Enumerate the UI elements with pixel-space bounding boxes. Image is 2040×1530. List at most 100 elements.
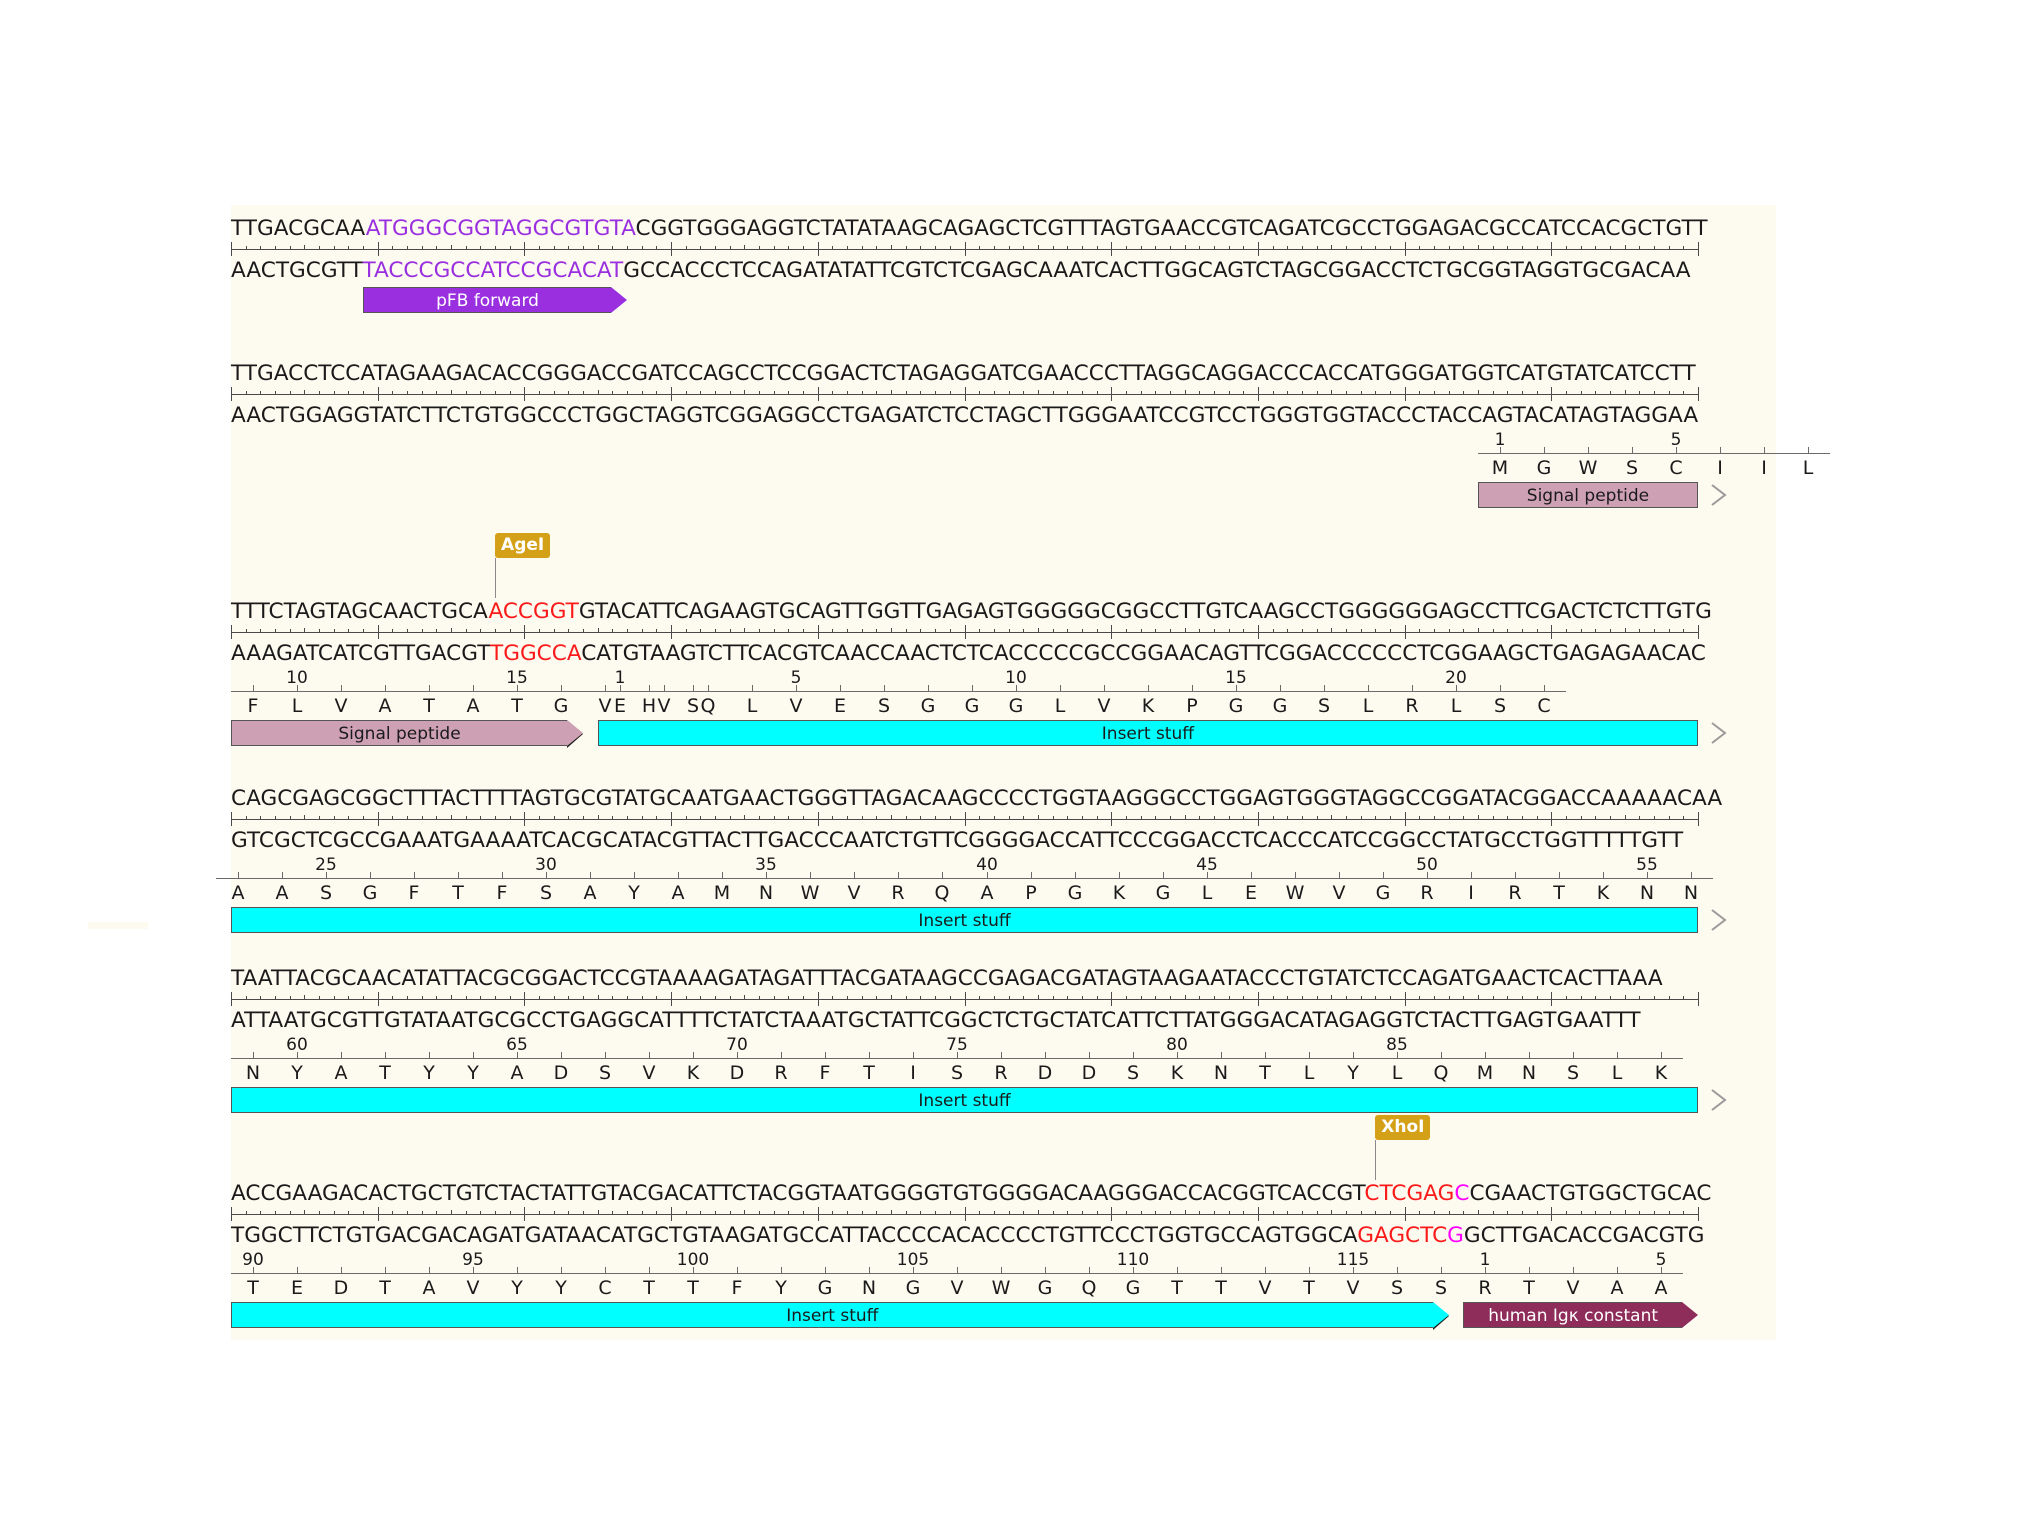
ruler-tick-minor <box>1067 1211 1069 1215</box>
aa-ruler-tick <box>238 872 239 878</box>
ruler-tick <box>304 245 306 250</box>
ruler-tick-minor <box>920 996 922 1000</box>
ruler-tick-minor <box>1521 391 1523 395</box>
bottom-strand-sequence[interactable]: GTCGCTCGCCGAAATGAAAATCACGCATACGTTACTTGAC… <box>231 827 1683 854</box>
feature-insert-stuff[interactable]: Insert stuff <box>597 720 1698 746</box>
ruler-tick-minor <box>1316 1211 1318 1215</box>
ruler-tick-minor <box>319 629 321 633</box>
ruler-tick-minor <box>465 391 467 395</box>
feature-insert-stuff[interactable]: Insert stuff <box>231 1302 1449 1330</box>
ruler-tick-minor <box>905 996 907 1000</box>
ruler-tick <box>524 992 526 1006</box>
ruler-tick-minor <box>363 246 365 250</box>
feature-signal-peptide[interactable]: Signal peptide <box>1477 482 1698 508</box>
top-strand-sequence[interactable]: ACCGAAGACACTGCTGTCTACTATTGTACGACATTCTACG… <box>231 1180 1711 1207</box>
ruler-tick-minor <box>1169 816 1171 820</box>
bottom-strand-sequence[interactable]: ATTAATGCGTTGTATAATGCGCCTGAGGCATTTTCTATCT… <box>231 1007 1641 1034</box>
aa-ruler-tick <box>1632 447 1633 453</box>
aa-ruler-tick <box>693 1267 694 1273</box>
bottom-strand-sequence[interactable]: AAAGATCATCGTTGACGTTGGCCACATGTAAGTCTTCACG… <box>231 640 1706 667</box>
ruler-tick-minor <box>1272 1211 1274 1215</box>
ruler-tick-minor <box>260 816 262 820</box>
bottom-strand-sequence[interactable]: AACTGCGTTTACCCGCCATCCGCACATGCCACCCTCCAGA… <box>231 257 1691 284</box>
bottom-strand-sequence[interactable]: TGGCTTCTGTGACGACAGATGATAACATGCTGTAAGATGC… <box>231 1222 1705 1249</box>
top-strand-sequence-segment: TTGACGCAA <box>231 216 366 241</box>
ruler-tick-minor <box>539 1211 541 1215</box>
aa-ruler-number: 100 <box>676 1250 710 1270</box>
feature-signal-peptide[interactable]: Signal peptide <box>231 720 584 748</box>
aa-ruler-axis <box>597 691 1566 692</box>
ruler-tick <box>1037 815 1039 820</box>
aa-ruler-tick <box>1441 1267 1442 1273</box>
ruler-tick <box>1551 625 1553 639</box>
amino-acid-residue: N <box>1213 1062 1229 1084</box>
aa-ruler-tick <box>1236 685 1237 691</box>
ruler-tick-minor <box>1375 629 1377 633</box>
ruler-tick-minor <box>832 629 834 633</box>
enzyme-label[interactable]: AgeI <box>495 533 551 558</box>
ruler-tick-minor <box>1243 629 1245 633</box>
ruler-tick-minor <box>1463 1211 1465 1215</box>
amino-acid-residue: W <box>800 882 820 904</box>
ruler-tick <box>1037 245 1039 250</box>
ruler-tick-minor <box>1463 391 1465 395</box>
top-strand-sequence-segment: TAATTACGCAACATATTACGCGGACTCCGTAAAAGATAGA… <box>231 966 1663 991</box>
amino-acid-residue: A <box>422 1277 436 1299</box>
top-strand-sequence-segment: GTACATTCAGAAGTGCAGTTGGTTGAGAGTGGGGGCGGCC… <box>578 599 1712 624</box>
ruler-tick-minor <box>275 996 276 1000</box>
feature-insert-stuff[interactable]: Insert stuff <box>231 1087 1698 1113</box>
amino-acid-residue: N <box>861 1277 877 1299</box>
ruler-tick-minor <box>1448 246 1450 250</box>
aa-ruler-tick <box>253 1267 254 1273</box>
ruler-tick-minor <box>1521 629 1523 633</box>
ruler-tick-minor <box>407 629 409 633</box>
ruler-tick-minor <box>245 816 247 820</box>
ruler-tick-minor <box>245 1211 247 1215</box>
aa-ruler-number: 40 <box>976 855 998 875</box>
top-strand-sequence[interactable]: CAGCGAGCGGCTTTACTTTTAGTGCGTATGCAATGAACTG… <box>231 785 1722 812</box>
aa-ruler-tick <box>825 1052 826 1058</box>
amino-acid-residue: T <box>379 1062 391 1084</box>
ruler-tick-minor <box>685 629 687 633</box>
ruler-tick-minor <box>495 246 497 250</box>
ruler-tick-minor <box>1081 996 1083 1000</box>
aa-ruler-tick <box>1031 872 1032 878</box>
ruler-tick-minor <box>1375 996 1377 1000</box>
ruler-tick-minor <box>1228 1211 1230 1215</box>
amino-acid-residue: Y <box>511 1277 523 1299</box>
amino-acid-residue: S <box>539 882 553 904</box>
translation-track-ruler: 90 95 100 105 110 115 <box>0 1252 2040 1278</box>
amino-acid-residue: V <box>466 1277 480 1299</box>
ruler-tick-minor <box>509 1211 511 1215</box>
top-strand-sequence[interactable]: TTGACGCAAATGGGCGGTAGGCGTGTACGGTGGGAGGTCT… <box>231 215 1708 242</box>
top-strand-sequence[interactable]: TAATTACGCAACATATTACGCGGACTCCGTAAAAGATAGA… <box>231 965 1663 992</box>
ruler-tick-minor <box>1199 1211 1201 1215</box>
top-strand-sequence[interactable]: TTTCTAGTAGCAACTGCAACCGGTGTACATTCAGAAGTGC… <box>231 598 1712 625</box>
ruler-tick-minor <box>568 391 570 395</box>
aa-ruler-tick <box>664 685 665 691</box>
ruler-tick-minor <box>1140 629 1142 633</box>
ruler-tick <box>1477 245 1479 250</box>
ruler-tick-minor <box>627 1211 629 1215</box>
ruler-tick-minor <box>1536 629 1538 633</box>
enzyme-label[interactable]: XhoI <box>1375 1115 1431 1140</box>
ruler-tick <box>1331 390 1333 395</box>
feature-human-ig-constant[interactable]: human Igκ constant <box>1463 1302 1698 1330</box>
feature-insert-stuff[interactable]: Insert stuff <box>231 907 1698 933</box>
aa-ruler-tick <box>1412 685 1413 691</box>
bottom-strand-sequence-segment: TGGCCA <box>490 641 582 666</box>
translation-track-ruler: 1 5 10 15 20 <box>0 670 2040 696</box>
bottom-strand-sequence[interactable]: AACTGGAGGTATCTTCTGTGGCCCTGGCTAGGTCGGAGGC… <box>231 402 1698 429</box>
ruler-tick <box>1257 812 1259 826</box>
ruler-tick-minor <box>935 1211 937 1215</box>
top-strand-sequence[interactable]: TTGACCTCCATAGAAGACACCGGGACCGATCCAGCCTCCG… <box>231 360 1696 387</box>
feature-pfb-forward[interactable]: pFB forward <box>363 287 628 315</box>
aa-ruler-tick <box>766 872 767 878</box>
ruler-tick <box>1184 245 1186 250</box>
aa-ruler-tick <box>297 685 298 691</box>
amino-acid-residue: Y <box>555 1277 567 1299</box>
ruler-tick-minor <box>1668 391 1670 395</box>
aa-ruler-tick <box>1603 872 1604 878</box>
ruler-tick-minor <box>539 629 541 633</box>
